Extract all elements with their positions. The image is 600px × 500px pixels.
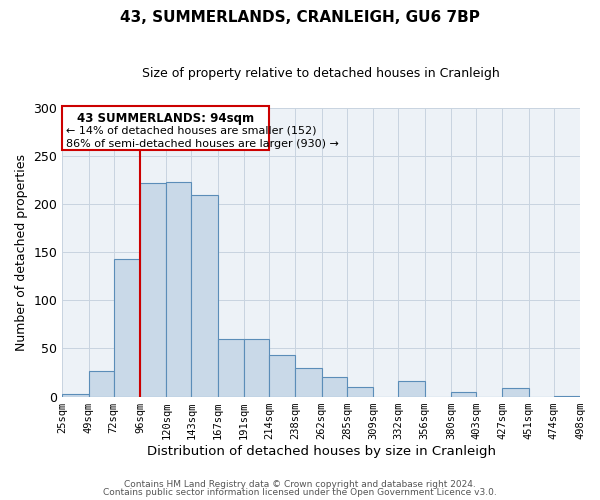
X-axis label: Distribution of detached houses by size in Cranleigh: Distribution of detached houses by size … (146, 444, 496, 458)
Bar (244, 339, 269, 396)
Title: Size of property relative to detached houses in Cranleigh: Size of property relative to detached ho… (142, 68, 500, 80)
Bar (269, 355, 295, 397)
Bar (398, 381, 425, 396)
Bar (191, 194, 218, 396)
Text: 43, SUMMERLANDS, CRANLEIGH, GU6 7BP: 43, SUMMERLANDS, CRANLEIGH, GU6 7BP (120, 10, 480, 25)
FancyBboxPatch shape (62, 106, 269, 150)
Text: 43 SUMMERLANDS: 94sqm: 43 SUMMERLANDS: 94sqm (77, 112, 254, 125)
Bar (89, 370, 114, 396)
Y-axis label: Number of detached properties: Number of detached properties (15, 154, 28, 351)
Bar (62, 394, 89, 396)
Bar (166, 182, 191, 396)
Bar (347, 387, 373, 396)
Text: 86% of semi-detached houses are larger (930) →: 86% of semi-detached houses are larger (… (65, 139, 338, 149)
Bar (502, 388, 529, 396)
Bar (218, 339, 244, 396)
Text: Contains public sector information licensed under the Open Government Licence v3: Contains public sector information licen… (103, 488, 497, 497)
Text: ← 14% of detached houses are smaller (152): ← 14% of detached houses are smaller (15… (65, 126, 316, 136)
Bar (140, 183, 166, 396)
Bar (451, 392, 476, 396)
Bar (295, 368, 322, 396)
Bar (322, 378, 347, 396)
Bar (114, 259, 140, 396)
Text: Contains HM Land Registry data © Crown copyright and database right 2024.: Contains HM Land Registry data © Crown c… (124, 480, 476, 489)
